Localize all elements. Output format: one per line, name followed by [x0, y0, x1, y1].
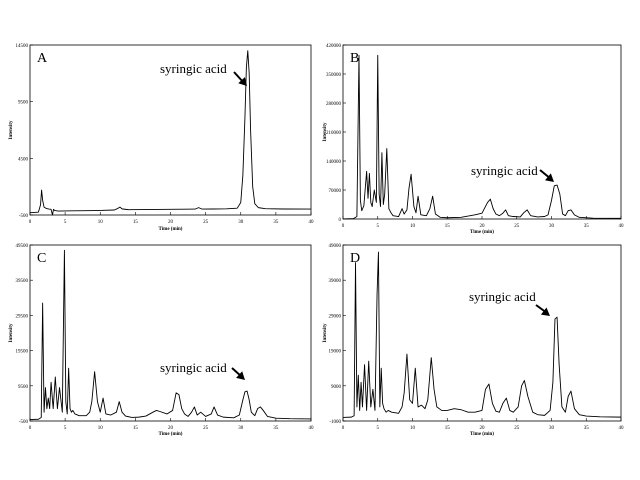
annotation-arrow-head [238, 77, 247, 86]
annotation-arrow-head [544, 173, 554, 182]
x-tick-label: 25 [514, 224, 520, 229]
x-tick-label: 10 [410, 426, 416, 431]
y-axis-label: Intensity [323, 122, 328, 141]
x-tick-label: 25 [203, 220, 209, 225]
x-tick-label: 40 [309, 220, 315, 225]
panel-label: B [350, 51, 359, 66]
y-tick-label: 14500 [16, 44, 29, 49]
x-tick-label: 15 [445, 426, 451, 431]
x-tick-label: 10 [98, 220, 104, 225]
y-tick-label: 9500 [18, 101, 29, 106]
y-tick-label: 350000 [326, 73, 342, 78]
y-tick-label: 19500 [16, 350, 29, 355]
y-tick-label: 19000 [329, 350, 342, 355]
x-tick-label: 15 [133, 220, 139, 225]
x-tick-label: 5 [377, 426, 380, 431]
panel-d: 0 5 10 15 20 25 30 35 40 -1000 9000 19000 29000 39000… [323, 244, 624, 437]
x-tick-label: 35 [584, 224, 590, 229]
x-tick-label: 30 [238, 220, 244, 225]
x-axis-label: Time (min) [470, 432, 494, 437]
x-axis-label: Time (min) [470, 230, 494, 235]
x-tick-label: 40 [619, 426, 625, 431]
x-tick-label: 5 [64, 220, 67, 225]
x-axis-label: Time (min) [159, 432, 183, 437]
y-tick-label: 280000 [326, 102, 342, 107]
y-tick-label: 9000 [331, 385, 342, 390]
y-axis-label: Intensity [9, 323, 14, 342]
x-tick-label: 20 [168, 220, 174, 225]
y-tick-label: 420000 [326, 44, 342, 49]
x-tick-label: 30 [549, 224, 555, 229]
x-tick-label: 15 [133, 426, 139, 431]
x-tick-label: 20 [480, 224, 486, 229]
y-tick-label: 49500 [16, 244, 29, 249]
x-tick-label: 35 [273, 220, 279, 225]
y-tick-label: 140000 [326, 160, 342, 165]
x-tick-label: 10 [410, 224, 416, 229]
x-tick-label: 10 [98, 426, 104, 431]
y-tick-label: -500 [19, 420, 29, 425]
y-tick-label: 29500 [16, 314, 29, 319]
x-tick-label: 5 [377, 224, 380, 229]
x-tick-label: 20 [168, 426, 174, 431]
x-tick-label: 5 [64, 426, 67, 431]
x-axis-label: Time (min) [159, 227, 183, 232]
x-tick-label: 0 [29, 426, 32, 431]
x-tick-label: 0 [29, 220, 32, 225]
y-axis-label: Intensity [323, 323, 328, 342]
y-tick-label: 29000 [329, 314, 342, 319]
chromatogram-trace [29, 50, 312, 216]
panel-c: 0 5 10 15 20 25 30 35 40 -500 9500 19500 29500 39500 4… [9, 244, 314, 437]
x-tick-label: 30 [549, 426, 555, 431]
chromatogram-trace [342, 54, 622, 220]
panels: 0 5 10 15 20 25 30 35 40 -500 4500 9500 14500 Time (m… [9, 44, 624, 437]
annotation-syringic-acid: syringic acid [471, 163, 538, 178]
x-tick-label: 25 [514, 426, 520, 431]
x-tick-label: 0 [342, 426, 345, 431]
y-axis-label: Intensity [9, 120, 14, 139]
panel-label: D [350, 251, 360, 266]
y-tick-label: 210000 [326, 131, 342, 136]
annotation-syringic-acid: syringic acid [469, 289, 536, 304]
panel-label: C [37, 251, 46, 266]
y-tick-label: 39000 [329, 279, 342, 284]
x-tick-label: 40 [619, 224, 625, 229]
panel-b: 0 5 10 15 20 25 30 35 40 0 70000 140000 210000 280000… [323, 44, 624, 235]
annotation-syringic-acid: syringic acid [160, 360, 227, 375]
y-tick-label: 0 [339, 218, 342, 223]
x-tick-label: 20 [480, 426, 486, 431]
annotation-arrow-head [540, 307, 550, 316]
y-tick-label: 9500 [18, 385, 29, 390]
x-tick-label: 15 [445, 224, 451, 229]
y-tick-label: 70000 [329, 189, 342, 194]
x-tick-label: 25 [203, 426, 209, 431]
y-tick-label: -1000 [329, 420, 341, 425]
annotation-syringic-acid: syringic acid [160, 61, 227, 76]
chromatogram-trace [342, 251, 622, 418]
panel-label: A [37, 51, 48, 66]
chromatogram-trace [29, 249, 312, 421]
x-tick-label: 40 [309, 426, 315, 431]
y-tick-label: 4500 [18, 157, 29, 162]
y-tick-label: 49000 [329, 244, 342, 249]
x-tick-label: 30 [238, 426, 244, 431]
panel-a: 0 5 10 15 20 25 30 35 40 -500 4500 9500 14500 Time (m… [9, 44, 314, 232]
y-tick-label: -500 [19, 214, 29, 219]
annotation-arrow-head [236, 371, 245, 380]
x-tick-label: 0 [342, 224, 345, 229]
y-tick-label: 39500 [16, 279, 29, 284]
x-tick-label: 35 [584, 426, 590, 431]
x-tick-label: 35 [273, 426, 279, 431]
